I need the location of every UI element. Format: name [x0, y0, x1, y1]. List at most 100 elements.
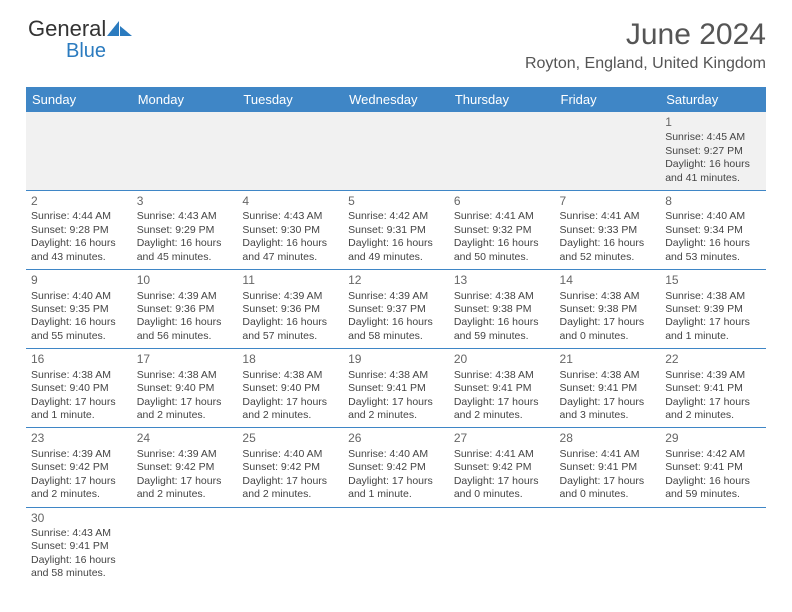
calendar-week-row: 23Sunrise: 4:39 AMSunset: 9:42 PMDayligh… [26, 428, 766, 507]
day-number: 18 [242, 352, 338, 367]
calendar-empty-cell [449, 112, 555, 191]
day-info-line: Sunrise: 4:42 AM [348, 210, 444, 223]
logo: General Blue [26, 18, 133, 62]
day-number: 12 [348, 273, 444, 288]
day-number: 14 [560, 273, 656, 288]
day-info-line: Daylight: 17 hours [137, 396, 233, 409]
day-info-line: and 2 minutes. [665, 409, 761, 422]
day-number: 15 [665, 273, 761, 288]
calendar-day-cell: 12Sunrise: 4:39 AMSunset: 9:37 PMDayligh… [343, 270, 449, 349]
weekday-header: Thursday [449, 87, 555, 112]
calendar-day-cell: 20Sunrise: 4:38 AMSunset: 9:41 PMDayligh… [449, 349, 555, 428]
day-info-line: Sunset: 9:42 PM [137, 461, 233, 474]
calendar-day-cell: 1Sunrise: 4:45 AMSunset: 9:27 PMDaylight… [660, 112, 766, 191]
day-info-line: and 57 minutes. [242, 330, 338, 343]
calendar-week-row: 1Sunrise: 4:45 AMSunset: 9:27 PMDaylight… [26, 112, 766, 191]
calendar-empty-cell [237, 507, 343, 586]
calendar-day-cell: 22Sunrise: 4:39 AMSunset: 9:41 PMDayligh… [660, 349, 766, 428]
calendar-empty-cell [449, 507, 555, 586]
day-info-line: and 59 minutes. [665, 488, 761, 501]
day-info-line: and 45 minutes. [137, 251, 233, 264]
day-info-line: Sunrise: 4:40 AM [31, 290, 127, 303]
day-info-line: and 2 minutes. [137, 488, 233, 501]
day-number: 2 [31, 194, 127, 209]
weekday-header: Saturday [660, 87, 766, 112]
day-info-line: Sunset: 9:40 PM [137, 382, 233, 395]
day-info-line: Sunset: 9:38 PM [454, 303, 550, 316]
calendar-day-cell: 18Sunrise: 4:38 AMSunset: 9:40 PMDayligh… [237, 349, 343, 428]
calendar-day-cell: 13Sunrise: 4:38 AMSunset: 9:38 PMDayligh… [449, 270, 555, 349]
calendar-day-cell: 26Sunrise: 4:40 AMSunset: 9:42 PMDayligh… [343, 428, 449, 507]
day-info-line: Sunrise: 4:39 AM [137, 290, 233, 303]
day-info-line: and 55 minutes. [31, 330, 127, 343]
day-info-line: Daylight: 17 hours [31, 396, 127, 409]
day-info-line: Sunrise: 4:41 AM [454, 448, 550, 461]
logo-text-1: General [28, 16, 106, 41]
day-info-line: Sunrise: 4:43 AM [31, 527, 127, 540]
weekday-header: Monday [132, 87, 238, 112]
day-info-line: Sunset: 9:36 PM [242, 303, 338, 316]
day-number: 8 [665, 194, 761, 209]
day-info-line: Daylight: 16 hours [137, 316, 233, 329]
day-info-line: and 0 minutes. [454, 488, 550, 501]
day-info-line: Sunrise: 4:38 AM [454, 369, 550, 382]
day-info-line: Daylight: 16 hours [454, 316, 550, 329]
day-number: 11 [242, 273, 338, 288]
day-info-line: Daylight: 16 hours [31, 237, 127, 250]
logo-sail-icon [107, 20, 133, 38]
day-info-line: Daylight: 16 hours [665, 158, 761, 171]
day-info-line: and 53 minutes. [665, 251, 761, 264]
day-number: 29 [665, 431, 761, 446]
day-number: 16 [31, 352, 127, 367]
day-info-line: Daylight: 16 hours [665, 475, 761, 488]
day-info-line: Sunset: 9:42 PM [242, 461, 338, 474]
day-number: 7 [560, 194, 656, 209]
day-info-line: and 52 minutes. [560, 251, 656, 264]
calendar-day-cell: 2Sunrise: 4:44 AMSunset: 9:28 PMDaylight… [26, 191, 132, 270]
day-number: 10 [137, 273, 233, 288]
day-info-line: Sunset: 9:32 PM [454, 224, 550, 237]
day-info-line: Daylight: 17 hours [454, 396, 550, 409]
day-info-line: Sunrise: 4:40 AM [348, 448, 444, 461]
day-info-line: Sunset: 9:34 PM [665, 224, 761, 237]
day-info-line: and 41 minutes. [665, 172, 761, 185]
day-info-line: Sunrise: 4:40 AM [665, 210, 761, 223]
day-info-line: Sunset: 9:36 PM [137, 303, 233, 316]
day-info-line: Sunrise: 4:39 AM [137, 448, 233, 461]
day-info-line: and 2 minutes. [242, 488, 338, 501]
day-number: 6 [454, 194, 550, 209]
day-info-line: and 49 minutes. [348, 251, 444, 264]
day-number: 26 [348, 431, 444, 446]
day-info-line: and 0 minutes. [560, 330, 656, 343]
calendar-day-cell: 3Sunrise: 4:43 AMSunset: 9:29 PMDaylight… [132, 191, 238, 270]
day-info-line: Sunset: 9:40 PM [31, 382, 127, 395]
day-info-line: and 47 minutes. [242, 251, 338, 264]
day-number: 23 [31, 431, 127, 446]
day-info-line: and 58 minutes. [31, 567, 127, 580]
day-info-line: Sunrise: 4:38 AM [560, 290, 656, 303]
day-info-line: Daylight: 17 hours [454, 475, 550, 488]
calendar-day-cell: 6Sunrise: 4:41 AMSunset: 9:32 PMDaylight… [449, 191, 555, 270]
calendar-day-cell: 14Sunrise: 4:38 AMSunset: 9:38 PMDayligh… [555, 270, 661, 349]
calendar-empty-cell [555, 507, 661, 586]
day-info-line: Sunrise: 4:38 AM [560, 369, 656, 382]
day-info-line: Daylight: 17 hours [31, 475, 127, 488]
calendar-week-row: 2Sunrise: 4:44 AMSunset: 9:28 PMDaylight… [26, 191, 766, 270]
calendar-empty-cell [343, 112, 449, 191]
calendar-day-cell: 25Sunrise: 4:40 AMSunset: 9:42 PMDayligh… [237, 428, 343, 507]
day-info-line: Sunrise: 4:38 AM [665, 290, 761, 303]
day-info-line: Sunrise: 4:38 AM [242, 369, 338, 382]
calendar-day-cell: 11Sunrise: 4:39 AMSunset: 9:36 PMDayligh… [237, 270, 343, 349]
day-number: 28 [560, 431, 656, 446]
day-info-line: Sunset: 9:41 PM [665, 382, 761, 395]
calendar-day-cell: 21Sunrise: 4:38 AMSunset: 9:41 PMDayligh… [555, 349, 661, 428]
calendar-day-cell: 8Sunrise: 4:40 AMSunset: 9:34 PMDaylight… [660, 191, 766, 270]
day-info-line: Sunset: 9:31 PM [348, 224, 444, 237]
day-info-line: Sunset: 9:38 PM [560, 303, 656, 316]
day-info-line: and 2 minutes. [31, 488, 127, 501]
day-info-line: Daylight: 17 hours [242, 475, 338, 488]
day-info-line: Daylight: 17 hours [665, 396, 761, 409]
calendar-week-row: 16Sunrise: 4:38 AMSunset: 9:40 PMDayligh… [26, 349, 766, 428]
calendar-week-row: 30Sunrise: 4:43 AMSunset: 9:41 PMDayligh… [26, 507, 766, 586]
day-info-line: Sunrise: 4:38 AM [31, 369, 127, 382]
